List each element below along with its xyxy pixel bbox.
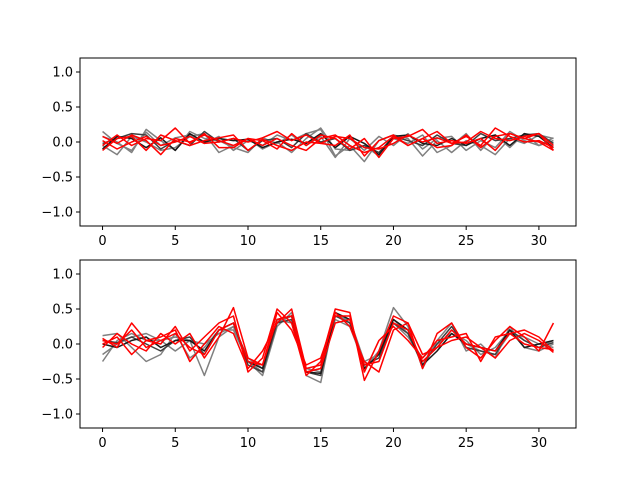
x-tick-label: 5 [171, 436, 179, 451]
y-tick-label: −0.5 [41, 373, 73, 388]
y-tick-label: 0.5 [52, 101, 73, 116]
x-tick-label: 10 [240, 234, 257, 249]
x-tick-label: 20 [385, 234, 402, 249]
series-group [102, 127, 555, 163]
series-group [101, 306, 555, 384]
y-tick-label: 0.0 [52, 338, 73, 353]
x-tick-label: 25 [458, 234, 475, 249]
x-tick-label: 25 [458, 436, 475, 451]
series-line-9 [102, 130, 554, 157]
x-tick-label: 20 [385, 436, 402, 451]
x-tick-label: 10 [240, 436, 257, 451]
series-line-5 [102, 311, 554, 375]
x-tick-label: 5 [171, 234, 179, 249]
y-tick-label: 1.0 [52, 268, 73, 283]
y-tick-label: 0.5 [52, 303, 73, 318]
y-tick-label: −1.0 [41, 408, 73, 423]
series-line-9 [102, 315, 554, 373]
x-tick-label: 30 [531, 234, 548, 249]
x-tick-label: 0 [98, 436, 106, 451]
y-tick-label: −1.0 [41, 206, 73, 221]
subplot-1: 0 5 10 15 20 25 30 −1.0 −0.5 0.0 0.5 1.0 [41, 57, 577, 249]
y-tick-label: −0.5 [41, 171, 73, 186]
x-tick-label: 15 [312, 436, 329, 451]
y-tick-label: 1.0 [52, 66, 73, 81]
series-line-2 [102, 127, 554, 157]
x-tick-label: 0 [98, 234, 106, 249]
subplot-2: 0 5 10 15 20 25 30 −1.0 −0.5 0.0 0.5 1.0 [41, 259, 577, 451]
y-tick-label: 0.0 [52, 136, 73, 151]
x-tick-label: 15 [312, 234, 329, 249]
x-tick-label: 30 [531, 436, 548, 451]
series-line-8 [102, 127, 554, 154]
